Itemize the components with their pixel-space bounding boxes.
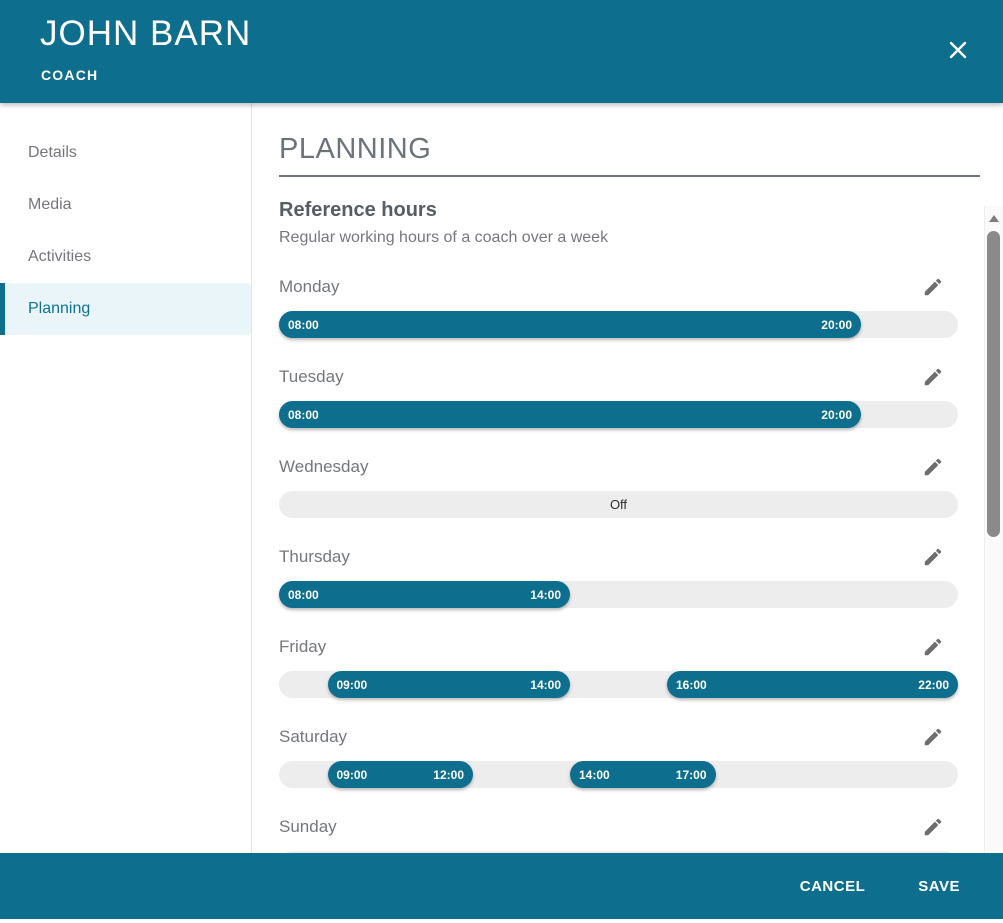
time-segment[interactable]: 08:00 14:00 xyxy=(279,581,570,608)
edit-day-button[interactable] xyxy=(922,456,944,478)
coach-name-title: JOHN BARN xyxy=(40,14,252,53)
modal-body: Details Media Activities Planning PLANNING … xyxy=(0,103,1003,853)
day-row-friday: Friday 09:00 14:00 16:00 22:00 xyxy=(279,635,958,698)
sidebar-item-media[interactable]: Media xyxy=(28,196,72,213)
page-title: PLANNING xyxy=(279,133,980,177)
day-label: Friday xyxy=(279,637,327,656)
pencil-icon xyxy=(924,638,942,656)
sidebar-item-activities[interactable]: Activities xyxy=(28,248,92,265)
segment-end-time: 14:00 xyxy=(530,677,561,692)
close-icon xyxy=(949,41,967,59)
edit-day-button[interactable] xyxy=(922,636,944,658)
save-button[interactable]: SAVE xyxy=(916,872,962,901)
coach-role-subtitle: COACH xyxy=(41,67,99,83)
scrollbar-thumb[interactable] xyxy=(987,231,1000,537)
time-segment[interactable]: 14:00 17:00 xyxy=(570,761,716,788)
schedule-bar[interactable] xyxy=(279,851,958,853)
segment-end-time: 20:00 xyxy=(821,407,852,422)
edit-day-button[interactable] xyxy=(922,276,944,298)
segment-start-time: 08:00 xyxy=(288,317,319,332)
vertical-scrollbar[interactable] xyxy=(984,206,1003,853)
segment-end-time: 17:00 xyxy=(675,767,707,782)
day-label: Wednesday xyxy=(279,457,369,476)
day-label: Tuesday xyxy=(279,367,344,386)
time-segment[interactable]: 09:00 12:00 xyxy=(327,761,473,788)
time-segment[interactable]: 08:00 20:00 xyxy=(279,401,861,428)
pencil-icon xyxy=(924,278,942,296)
day-label: Thursday xyxy=(279,547,350,566)
off-label: Off xyxy=(609,497,628,512)
pencil-icon xyxy=(924,368,942,386)
pencil-icon xyxy=(924,548,942,566)
time-segment[interactable]: 08:00 20:00 xyxy=(279,311,861,338)
schedule-bar[interactable]: 09:00 12:00 14:00 17:00 xyxy=(279,761,958,788)
sidebar-item-details[interactable]: Details xyxy=(28,144,77,161)
section-title: Reference hours xyxy=(279,199,437,221)
segment-end-time: 12:00 xyxy=(433,767,464,782)
days-list: Monday 08:00 20:00 Tuesday 08:00 20:00 Wednesd… xyxy=(279,275,984,853)
edit-day-button[interactable] xyxy=(922,816,944,838)
close-button[interactable] xyxy=(944,36,972,64)
segment-end-time: 14:00 xyxy=(530,587,561,602)
schedule-bar[interactable]: 08:00 20:00 xyxy=(279,401,958,428)
scroll-up-arrow-icon[interactable] xyxy=(989,215,999,222)
day-label: Sunday xyxy=(279,817,337,836)
planning-panel: PLANNING Reference hours Regular working… xyxy=(253,103,984,853)
day-row-thursday: Thursday 08:00 14:00 xyxy=(279,545,958,608)
schedule-bar[interactable]: 08:00 20:00 xyxy=(279,311,958,338)
time-segment[interactable]: 09:00 14:00 xyxy=(327,671,570,698)
edit-day-button[interactable] xyxy=(922,366,944,388)
pencil-icon xyxy=(924,818,942,836)
day-label: Saturday xyxy=(279,727,348,746)
day-row-wednesday: Wednesday Off xyxy=(279,455,958,518)
section-subtitle: Regular working hours of a coach over a … xyxy=(279,229,609,246)
segment-end-time: 20:00 xyxy=(821,317,852,332)
segment-start-time: 16:00 xyxy=(676,677,707,692)
segment-start-time: 09:00 xyxy=(336,767,368,782)
segment-start-time: 08:00 xyxy=(288,587,319,602)
segment-start-time: 08:00 xyxy=(288,407,319,422)
day-row-monday: Monday 08:00 20:00 xyxy=(279,275,958,338)
schedule-bar[interactable]: 08:00 14:00 xyxy=(279,581,958,608)
day-row-tuesday: Tuesday 08:00 20:00 xyxy=(279,365,958,428)
sidebar: Details Media Activities Planning xyxy=(0,103,252,853)
day-row-sunday: Sunday xyxy=(279,815,958,853)
modal-header: JOHN BARN COACH xyxy=(0,0,1003,103)
edit-day-button[interactable] xyxy=(922,546,944,568)
sidebar-item-planning[interactable]: Planning xyxy=(0,283,251,335)
action-bar: CANCEL SAVE xyxy=(0,853,1003,919)
edit-day-button[interactable] xyxy=(922,726,944,748)
pencil-icon xyxy=(924,728,942,746)
day-label: Monday xyxy=(279,277,340,296)
day-row-saturday: Saturday 09:00 12:00 14:00 17:00 xyxy=(279,725,958,788)
segment-start-time: 14:00 xyxy=(579,767,610,782)
time-segment[interactable]: 16:00 22:00 xyxy=(667,671,958,698)
schedule-bar[interactable]: Off xyxy=(279,491,958,518)
pencil-icon xyxy=(924,458,942,476)
schedule-bar[interactable]: 09:00 14:00 16:00 22:00 xyxy=(279,671,958,698)
segment-start-time: 09:00 xyxy=(336,677,368,692)
segment-end-time: 22:00 xyxy=(918,677,949,692)
cancel-button[interactable]: CANCEL xyxy=(798,872,868,901)
